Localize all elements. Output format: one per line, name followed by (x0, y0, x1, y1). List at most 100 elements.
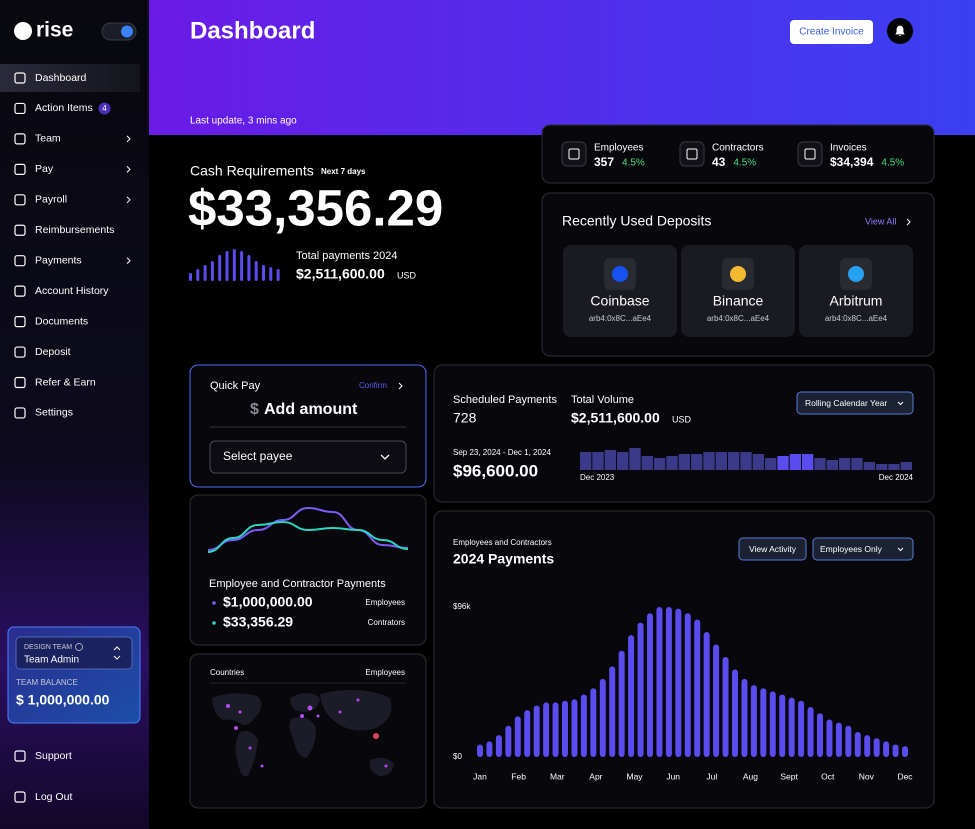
nav-item[interactable]: Payroll (35, 194, 67, 206)
nav-item[interactable]: Reimbursements (35, 224, 114, 236)
bar (524, 710, 531, 757)
scheduled-bar (740, 452, 752, 470)
bar (637, 622, 644, 757)
period-filter[interactable] (796, 391, 914, 415)
nav-item[interactable]: Documents (35, 315, 88, 327)
nav-item[interactable]: Payments (35, 254, 82, 266)
spark-bar (218, 255, 222, 281)
bar (543, 702, 550, 757)
nav-item[interactable]: Settings (35, 407, 73, 419)
view-all-link[interactable]: View All (865, 216, 896, 226)
legend-name: Contrators (368, 618, 405, 627)
bar (580, 694, 587, 757)
scheduled-bar (814, 458, 826, 470)
stat-glyph (568, 148, 580, 160)
scheduled-bar (629, 448, 641, 470)
dot (234, 726, 238, 730)
bar (779, 694, 786, 757)
bar (817, 713, 823, 757)
spark-bar (247, 255, 251, 281)
total-currency: USD (397, 270, 417, 280)
stat-value: 357 (594, 155, 614, 169)
view-activity-button[interactable] (738, 537, 807, 561)
employee-filter[interactable] (812, 537, 914, 561)
range: Sep 23, 2024 - Dec 1, 2024 (453, 448, 551, 457)
confirm-link[interactable]: Confirm (359, 381, 387, 390)
scheduled-count: 728 (453, 410, 477, 426)
bar (590, 688, 597, 757)
x-tick-label: Aug (743, 771, 758, 781)
payments-chart: $96k $0 Jan Feb Mar Apr May Jun Jul Aug Sept Oct Nov… (453, 602, 913, 781)
deposit-tile[interactable] (681, 245, 795, 337)
team-select[interactable] (15, 636, 133, 670)
x-tick-label: Feb (511, 771, 526, 781)
stat-icon (679, 141, 705, 167)
nav-item[interactable]: Action Items (35, 102, 93, 114)
spark-bar (189, 273, 192, 281)
deposit-logo (848, 266, 864, 282)
x-tick-label: Jan (473, 771, 487, 781)
cash-sparkline (189, 249, 280, 281)
footer-item[interactable]: Log Out (35, 791, 72, 803)
land (212, 693, 262, 726)
map-dots (226, 698, 388, 768)
dot (316, 714, 320, 718)
footer-item[interactable]: Support (35, 750, 72, 762)
bar (694, 619, 701, 757)
deposit-tile[interactable] (799, 245, 913, 337)
split-amount: $33,356.29 (223, 614, 293, 630)
dot (226, 704, 230, 708)
split-chart: $1,000,000.00 Employees $33,356.29 Contrato… (207, 506, 409, 630)
x-tick-label: Nov (859, 771, 875, 781)
deposit-name: Arbitrum (830, 293, 883, 309)
cash-period: Next 7 days (321, 167, 366, 176)
world-map (212, 689, 394, 777)
nav-item[interactable]: Deposit (35, 346, 71, 358)
scheduled-bar (851, 458, 863, 470)
bar (675, 608, 682, 757)
total-label: Total payments 2024 (296, 250, 398, 262)
chevron (126, 165, 131, 173)
spark-bar (262, 265, 265, 281)
scheduled-bar (691, 454, 703, 470)
create-invoice-button[interactable] (790, 20, 873, 44)
scheduled-bar (876, 464, 888, 470)
deposit-tile[interactable] (563, 245, 677, 337)
stat-label: Employees (594, 143, 643, 154)
nav-icon (14, 102, 26, 115)
x-tick-label: Apr (589, 771, 602, 781)
scheduled-bar (641, 456, 653, 470)
nav-item[interactable]: Pay (35, 163, 54, 175)
bar (514, 716, 521, 757)
scheduled-bar (580, 452, 592, 470)
bar (807, 707, 814, 757)
split-title: Employee and Contractor Payments (209, 578, 386, 590)
bar (533, 705, 540, 757)
legend-dot (212, 601, 216, 605)
amount-input[interactable]: Add amount (264, 401, 358, 418)
scheduled-label: Scheduled Payments (453, 394, 557, 406)
bar (618, 650, 625, 757)
bar (760, 688, 767, 757)
total-amount: $2,511,600.00 (296, 266, 385, 282)
range-end: Dec 2024 (879, 473, 914, 482)
scheduled-bar (654, 458, 666, 470)
nav-item[interactable]: Team (35, 133, 61, 145)
bar (562, 700, 568, 757)
nav-item[interactable]: Dashboard (35, 72, 87, 84)
nav-item[interactable]: Account History (35, 285, 109, 297)
dot (238, 710, 242, 714)
balance-label: TEAM BALANCE (16, 678, 78, 687)
nav-icon (14, 133, 26, 145)
nav-item[interactable]: Refer & Earn (35, 376, 96, 388)
scheduled-bar (826, 460, 838, 470)
scheduled-bar (752, 454, 764, 470)
badge-count: 4 (102, 104, 107, 113)
bar (647, 613, 653, 757)
volume-currency: USD (672, 414, 692, 424)
stat-icon (797, 141, 823, 167)
payee-select[interactable] (209, 440, 407, 474)
bar (571, 699, 578, 757)
scheduled-bar (789, 454, 801, 470)
